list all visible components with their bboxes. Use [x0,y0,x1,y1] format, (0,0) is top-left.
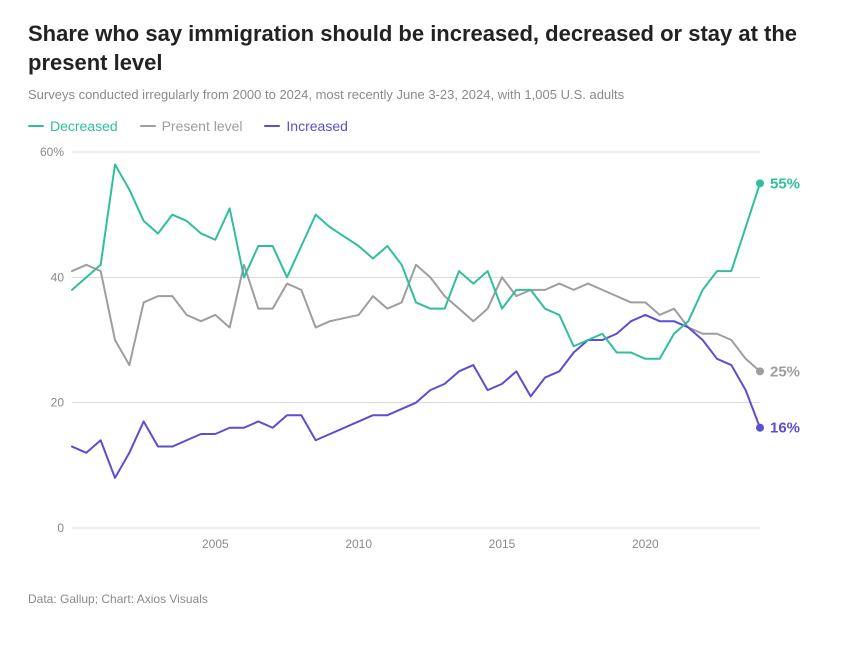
legend-swatch-increased [264,125,280,127]
svg-text:60%: 60% [40,145,64,159]
svg-text:0: 0 [57,521,64,535]
chart-container: Share who say immigration should be incr… [0,0,848,654]
legend-swatch-decreased [28,125,44,127]
chart-svg: 0 20 40 60% 2005 2010 2015 2020 25% 16% 55% [28,142,820,562]
legend-swatch-present [140,125,156,127]
svg-text:2005: 2005 [202,537,229,551]
legend-item-present: Present level [140,118,243,134]
legend-item-increased: Increased [264,118,347,134]
svg-text:2010: 2010 [345,537,372,551]
svg-text:16%: 16% [770,420,800,437]
svg-text:40: 40 [51,271,65,285]
chart-legend: Decreased Present level Increased [28,114,820,134]
svg-text:2020: 2020 [632,537,659,551]
chart-credit: Data: Gallup; Chart: Axios Visuals [28,592,820,606]
legend-label-increased: Increased [286,118,347,134]
legend-label-present: Present level [162,118,243,134]
legend-label-decreased: Decreased [50,118,118,134]
svg-text:25%: 25% [770,364,800,381]
chart-title: Share who say immigration should be incr… [28,20,820,77]
legend-item-decreased: Decreased [28,118,118,134]
chart-subtitle: Surveys conducted irregularly from 2000 … [28,87,820,102]
chart-plot-area: 0 20 40 60% 2005 2010 2015 2020 25% 16% 55% [28,142,820,562]
svg-text:2015: 2015 [489,537,516,551]
svg-text:55%: 55% [770,176,800,193]
svg-text:20: 20 [51,396,65,410]
